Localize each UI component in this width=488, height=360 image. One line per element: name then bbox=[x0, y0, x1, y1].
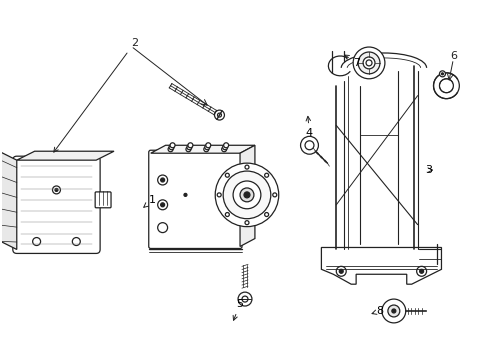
Text: 1: 1 bbox=[143, 195, 156, 207]
Circle shape bbox=[157, 200, 167, 210]
Circle shape bbox=[357, 52, 379, 74]
Circle shape bbox=[272, 193, 276, 197]
Circle shape bbox=[217, 113, 221, 117]
Circle shape bbox=[240, 188, 253, 202]
Circle shape bbox=[161, 203, 164, 207]
Circle shape bbox=[441, 73, 443, 75]
Circle shape bbox=[217, 193, 221, 197]
Text: 5: 5 bbox=[233, 299, 243, 320]
Circle shape bbox=[362, 57, 374, 69]
Circle shape bbox=[339, 269, 343, 273]
Circle shape bbox=[419, 269, 423, 273]
Circle shape bbox=[305, 141, 313, 150]
Circle shape bbox=[187, 143, 192, 148]
FancyBboxPatch shape bbox=[95, 192, 111, 208]
Circle shape bbox=[381, 299, 405, 323]
Circle shape bbox=[203, 147, 208, 152]
Circle shape bbox=[170, 143, 175, 148]
Circle shape bbox=[157, 175, 167, 185]
Circle shape bbox=[161, 178, 164, 182]
Circle shape bbox=[264, 212, 268, 216]
Circle shape bbox=[244, 165, 248, 169]
Circle shape bbox=[168, 147, 173, 152]
Circle shape bbox=[204, 145, 209, 150]
Circle shape bbox=[244, 192, 249, 198]
Circle shape bbox=[186, 145, 191, 150]
Polygon shape bbox=[17, 151, 114, 160]
Text: 3: 3 bbox=[424, 165, 431, 175]
Circle shape bbox=[214, 110, 224, 120]
Text: 7: 7 bbox=[344, 55, 360, 68]
Circle shape bbox=[242, 296, 247, 302]
Circle shape bbox=[55, 188, 58, 192]
Circle shape bbox=[157, 223, 167, 233]
Circle shape bbox=[264, 173, 268, 177]
Circle shape bbox=[391, 309, 395, 313]
Text: 4: 4 bbox=[305, 116, 312, 138]
Circle shape bbox=[300, 136, 318, 154]
Circle shape bbox=[366, 60, 371, 66]
Circle shape bbox=[221, 147, 226, 152]
Circle shape bbox=[215, 163, 278, 227]
Circle shape bbox=[223, 171, 270, 219]
Circle shape bbox=[52, 186, 61, 194]
Circle shape bbox=[222, 145, 227, 150]
Circle shape bbox=[336, 266, 346, 276]
Circle shape bbox=[223, 143, 228, 148]
Circle shape bbox=[225, 173, 229, 177]
Circle shape bbox=[233, 181, 260, 209]
Circle shape bbox=[205, 143, 210, 148]
Circle shape bbox=[33, 238, 41, 246]
Circle shape bbox=[185, 147, 190, 152]
Circle shape bbox=[439, 71, 445, 77]
Circle shape bbox=[416, 266, 426, 276]
Circle shape bbox=[439, 79, 452, 93]
Polygon shape bbox=[321, 247, 441, 284]
Text: 8: 8 bbox=[371, 306, 383, 316]
Text: 2: 2 bbox=[54, 38, 138, 152]
Polygon shape bbox=[0, 151, 17, 249]
FancyBboxPatch shape bbox=[148, 150, 242, 248]
Circle shape bbox=[352, 47, 384, 79]
Circle shape bbox=[225, 212, 229, 216]
Circle shape bbox=[72, 238, 80, 246]
Circle shape bbox=[244, 221, 248, 225]
Circle shape bbox=[169, 145, 174, 150]
Circle shape bbox=[433, 73, 458, 99]
FancyBboxPatch shape bbox=[13, 156, 100, 253]
Polygon shape bbox=[150, 145, 254, 153]
Text: 6: 6 bbox=[449, 51, 456, 61]
Polygon shape bbox=[240, 145, 254, 247]
Circle shape bbox=[387, 305, 399, 317]
Circle shape bbox=[238, 292, 251, 306]
Circle shape bbox=[183, 193, 186, 196]
